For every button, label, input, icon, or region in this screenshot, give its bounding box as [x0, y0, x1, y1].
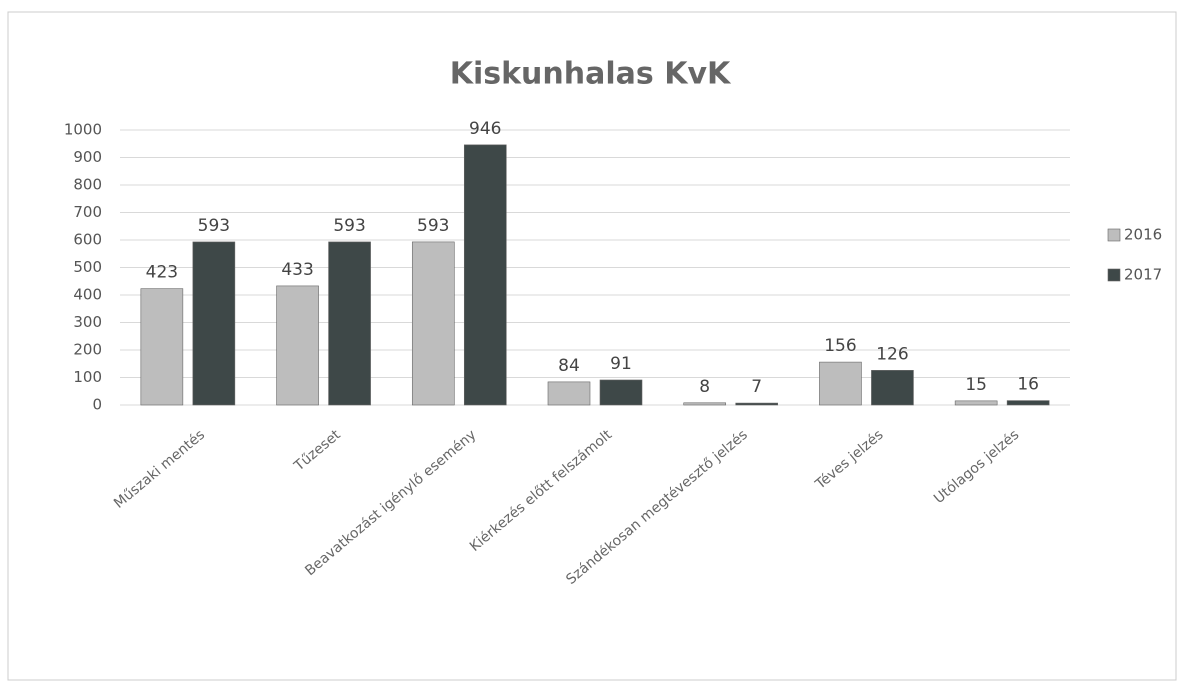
- y-tick-label: 300: [73, 313, 102, 331]
- bar: [140, 288, 184, 406]
- bar: [192, 241, 236, 406]
- bar: [328, 241, 371, 406]
- bar: [683, 402, 727, 406]
- y-tick-label: 600: [73, 231, 102, 249]
- data-label: 84: [558, 356, 580, 376]
- legend-swatch: [1107, 268, 1121, 282]
- bar: [463, 144, 507, 406]
- data-label: 16: [1017, 375, 1039, 395]
- data-label: 423: [146, 263, 178, 283]
- bar: [599, 379, 643, 406]
- data-label: 433: [281, 260, 313, 280]
- data-label: 156: [824, 336, 856, 356]
- data-label: 8: [699, 377, 710, 397]
- y-tick-label: 1000: [64, 121, 102, 139]
- data-label: 91: [610, 354, 632, 374]
- bar: [819, 361, 862, 406]
- data-label: 946: [469, 119, 501, 139]
- chart-frame: [7, 11, 1177, 681]
- y-tick-label: 800: [73, 176, 102, 194]
- bar: [1006, 400, 1050, 406]
- y-tick-label: 200: [73, 341, 102, 359]
- y-tick-label: 0: [92, 396, 102, 414]
- data-label: 593: [417, 216, 449, 236]
- y-tick-label: 700: [73, 203, 102, 221]
- bar: [871, 370, 914, 406]
- y-tick-label: 500: [73, 258, 102, 276]
- legend-label: 2016: [1124, 226, 1162, 244]
- legend-swatch: [1107, 228, 1121, 242]
- legend-label: 2017: [1124, 266, 1162, 284]
- chart-title: Kiskunhalas KvK: [450, 57, 732, 92]
- data-label: 7: [751, 377, 762, 397]
- data-label: 15: [965, 375, 987, 395]
- data-label: 593: [198, 216, 230, 236]
- bar: [547, 381, 591, 406]
- bar: [411, 241, 455, 406]
- y-tick-label: 100: [73, 368, 102, 386]
- bar: [276, 285, 319, 406]
- y-tick-label: 400: [73, 286, 102, 304]
- bar: [954, 400, 998, 406]
- y-tick-label: 900: [73, 148, 102, 166]
- data-label: 593: [333, 216, 365, 236]
- data-label: 126: [876, 344, 908, 364]
- bar: [735, 402, 779, 406]
